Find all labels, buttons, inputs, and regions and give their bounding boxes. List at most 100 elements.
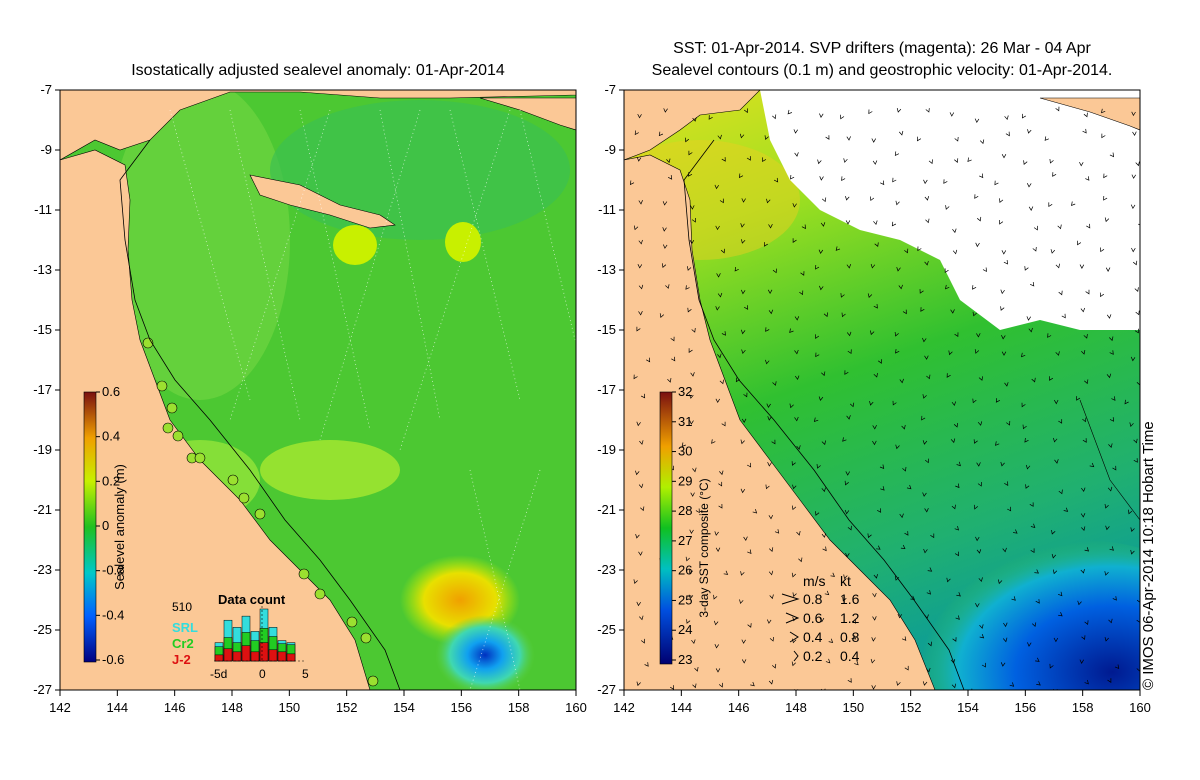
imos-credit: © IMOS 06-Apr-2014 10:18 Hobart Time bbox=[1140, 421, 1157, 690]
lat-tick-label: -17 bbox=[597, 382, 616, 397]
legend-cr2: Cr2 bbox=[172, 636, 194, 651]
lon-tick-label: 148 bbox=[221, 700, 243, 715]
lat-tick-label: -17 bbox=[33, 382, 52, 397]
legend-ms-value: 0.8 bbox=[803, 591, 823, 607]
legend-kt-value: 0.4 bbox=[840, 648, 860, 664]
legend-ms-value: 0.6 bbox=[803, 610, 823, 626]
lat-tick-label: -23 bbox=[33, 562, 52, 577]
left-map-title: Isostatically adjusted sealevel anomaly:… bbox=[131, 62, 505, 79]
hist-tick-0: 0 bbox=[259, 667, 266, 681]
colorbar-tick-label: 30 bbox=[678, 444, 692, 459]
legend-header-ms: m/s bbox=[803, 573, 826, 589]
lat-tick-label: -15 bbox=[597, 322, 616, 337]
colorbar-tick-label: 31 bbox=[678, 414, 692, 429]
legend-header-kt: kt bbox=[840, 573, 851, 589]
sst-colorbar-label: 3-day SST composite (°C) bbox=[697, 478, 711, 617]
right-queensland-land bbox=[624, 154, 936, 690]
right-map-title-line1: SST: 01-Apr-2014. SVP drifters (magenta)… bbox=[673, 40, 1091, 57]
hist-bar bbox=[214, 654, 224, 662]
lon-tick-label: 158 bbox=[508, 700, 530, 715]
lon-tick-label: 156 bbox=[450, 700, 472, 715]
colorbar-tick-label: 28 bbox=[678, 503, 692, 518]
lat-tick-label: -9 bbox=[40, 142, 52, 157]
lon-tick-label: 144 bbox=[106, 700, 128, 715]
legend-kt-value: 0.8 bbox=[840, 629, 860, 645]
lon-tick-label: 150 bbox=[842, 700, 864, 715]
colorbar-tick-label: 27 bbox=[678, 533, 692, 548]
legend-j2: J-2 bbox=[172, 652, 191, 667]
lat-tick-label: -13 bbox=[33, 262, 52, 277]
right-map bbox=[624, 90, 1140, 690]
hist-bar bbox=[250, 651, 260, 662]
hist-bar bbox=[223, 648, 233, 662]
colorbar-tick-label: 26 bbox=[678, 563, 692, 578]
legend-arrow bbox=[789, 631, 799, 643]
lat-tick-label: -23 bbox=[597, 562, 616, 577]
hist-tick-5: 5 bbox=[302, 667, 309, 681]
velocity-legend: m/s kt 0.8 1.6 0.6 1.2 0.4 0.8 0.2 0.4 bbox=[781, 573, 860, 664]
legend-arrow bbox=[781, 593, 800, 605]
lon-tick-label: 158 bbox=[1072, 700, 1094, 715]
left-map bbox=[60, 90, 576, 690]
legend-srl: SRL bbox=[172, 620, 198, 635]
lon-tick-label: 142 bbox=[49, 700, 71, 715]
lon-tick-label: 146 bbox=[728, 700, 750, 715]
legend-arrow bbox=[793, 650, 799, 662]
lon-tick-label: 160 bbox=[1129, 700, 1151, 715]
hist-bar bbox=[241, 645, 251, 662]
lon-tick-label: 156 bbox=[1014, 700, 1036, 715]
left-queensland-land bbox=[60, 149, 371, 690]
legend-ms-value: 0.4 bbox=[803, 629, 823, 645]
lon-tick-label: 160 bbox=[565, 700, 587, 715]
legend-kt-value: 1.2 bbox=[840, 610, 860, 626]
lon-tick-label: 146 bbox=[164, 700, 186, 715]
hist-bar bbox=[259, 642, 269, 662]
lat-tick-label: -11 bbox=[34, 202, 52, 217]
lat-tick-label: -7 bbox=[604, 82, 616, 97]
colorbar-tick-label: 0.4 bbox=[102, 429, 120, 444]
lat-tick-label: -9 bbox=[604, 142, 616, 157]
colorbar-tick-label: 0.2 bbox=[102, 473, 120, 488]
colorbar-tick-label: 0 bbox=[102, 518, 109, 533]
lon-tick-label: 152 bbox=[336, 700, 358, 715]
lon-tick-label: 154 bbox=[393, 700, 415, 715]
sst-colorbar bbox=[659, 391, 673, 665]
legend-kt-value: 1.6 bbox=[840, 591, 860, 607]
lon-tick-label: 152 bbox=[900, 700, 922, 715]
hist-tick-minus5: -5d bbox=[210, 667, 227, 681]
colorbar-tick-label: 24 bbox=[678, 622, 692, 637]
hist-bar bbox=[232, 651, 242, 662]
legend-arrow bbox=[785, 612, 800, 624]
colorbar-tick-label: -0.4 bbox=[102, 607, 124, 622]
data-count-title: Data count bbox=[218, 592, 286, 607]
lat-tick-label: -27 bbox=[597, 682, 616, 697]
right-map-title-line2: Sealevel contours (0.1 m) and geostrophi… bbox=[651, 62, 1113, 79]
lat-tick-label: -27 bbox=[33, 682, 52, 697]
colorbar-tick-label: 29 bbox=[678, 473, 692, 488]
colorbar-tick-label: 32 bbox=[678, 384, 692, 399]
lat-tick-label: -19 bbox=[597, 442, 616, 457]
colorbar-tick-label: 23 bbox=[678, 652, 692, 667]
lat-tick-label: -15 bbox=[33, 322, 52, 337]
lat-tick-label: -11 bbox=[598, 202, 616, 217]
lon-tick-label: 142 bbox=[613, 700, 635, 715]
legend-ms-value: 0.2 bbox=[803, 648, 823, 664]
lon-tick-label: 150 bbox=[278, 700, 300, 715]
tide-gauge-stations bbox=[142, 337, 379, 687]
lon-tick-label: 154 bbox=[957, 700, 979, 715]
data-count-inset: Data count 510 SRL Cr2 J-2 -5d 0 5 bbox=[172, 592, 309, 681]
colorbar-tick-label: 25 bbox=[678, 592, 692, 607]
lat-tick-label: -25 bbox=[597, 622, 616, 637]
colorbar-tick-label: 0.6 bbox=[102, 384, 120, 399]
left-png-land bbox=[60, 90, 576, 161]
cloud-mask bbox=[760, 90, 1140, 330]
lat-tick-label: -7 bbox=[40, 82, 52, 97]
hist-bar bbox=[268, 649, 278, 662]
lat-tick-label: -25 bbox=[33, 622, 52, 637]
lon-tick-label: 144 bbox=[670, 700, 692, 715]
sla-colorbar bbox=[83, 391, 97, 663]
colorbar-tick-label: -0.2 bbox=[102, 563, 124, 578]
lat-tick-label: -13 bbox=[597, 262, 616, 277]
lat-tick-label: -19 bbox=[33, 442, 52, 457]
